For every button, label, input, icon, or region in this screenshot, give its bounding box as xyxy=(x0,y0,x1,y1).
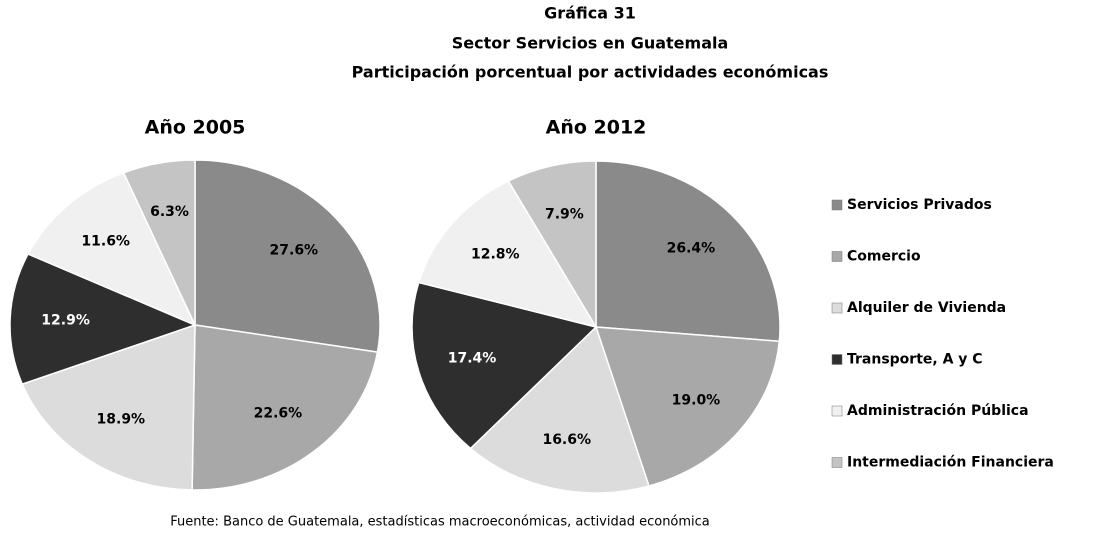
pie-slice xyxy=(21,323,196,491)
data-label: 7.9% xyxy=(545,206,584,222)
chart-subtitle: Participación porcentual por actividades… xyxy=(352,63,829,82)
legend-label: Alquiler de Vivienda xyxy=(847,300,1006,316)
data-label: 6.3% xyxy=(150,204,189,220)
data-label: 18.9% xyxy=(97,412,146,428)
pie-slice xyxy=(417,180,598,329)
data-label: 26.4% xyxy=(667,240,716,256)
legend-swatch xyxy=(831,354,843,365)
pie-slice xyxy=(595,160,781,343)
pie-slice xyxy=(191,324,379,491)
data-label: 16.6% xyxy=(542,432,591,448)
pie-slice xyxy=(411,281,598,450)
data-label: 19.0% xyxy=(672,392,721,408)
source: Fuente: Banco de Guatemala, estadísticas… xyxy=(170,515,710,530)
legend-swatch xyxy=(831,302,843,314)
legend-swatch xyxy=(831,251,843,262)
data-label: 27.6% xyxy=(270,242,319,258)
pie-title: Año 2012 xyxy=(546,117,647,139)
pie-slice xyxy=(507,160,597,330)
legend-label: Administración Pública xyxy=(847,403,1029,419)
legend-label: Intermediación Financiera xyxy=(847,455,1054,471)
legend-swatch xyxy=(831,457,843,468)
data-label: 22.6% xyxy=(254,406,303,422)
chart-subtitle: Sector Servicios en Guatemala xyxy=(452,34,729,53)
pie-slice xyxy=(594,326,781,487)
legend-label: Servicios Privados xyxy=(847,197,992,213)
chart-title: Gráfica 31 xyxy=(544,4,636,23)
legend-swatch xyxy=(831,405,843,417)
pie-slice xyxy=(26,171,197,327)
pie-slice xyxy=(194,159,381,353)
pie-title: Año 2005 xyxy=(145,117,246,139)
data-label: 12.8% xyxy=(471,247,520,263)
data-label: 12.9% xyxy=(41,312,90,328)
pie-slice xyxy=(469,325,650,494)
pie-slice xyxy=(9,253,198,386)
legend-swatch xyxy=(831,199,843,211)
legend-label: Transporte, A y C xyxy=(847,352,983,368)
pie-slice xyxy=(122,159,196,326)
data-label: 11.6% xyxy=(81,233,130,249)
data-label: 17.4% xyxy=(448,351,497,367)
legend-label: Comercio xyxy=(847,249,921,265)
